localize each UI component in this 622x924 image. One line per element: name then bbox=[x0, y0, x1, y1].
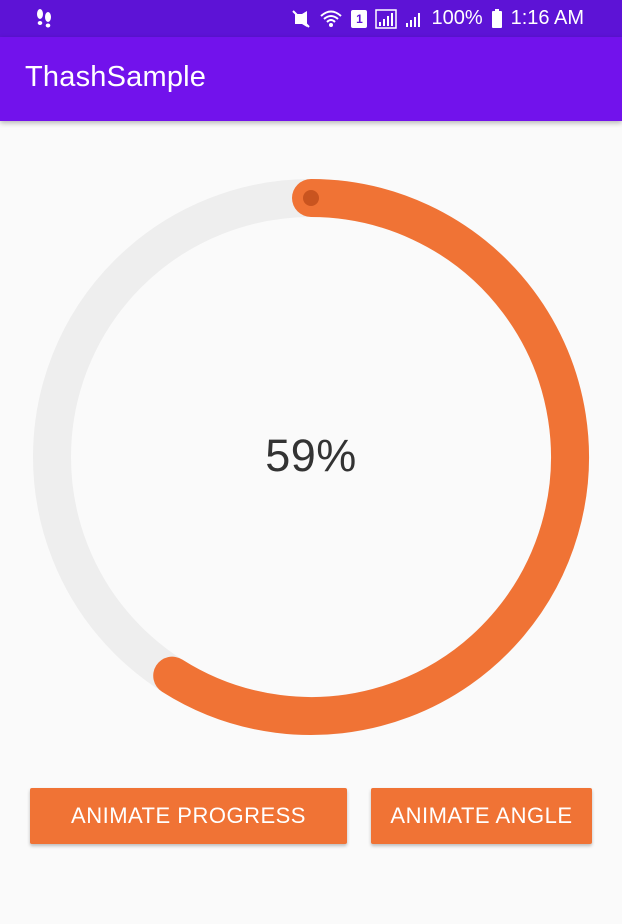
mute-vibrate-icon bbox=[292, 9, 311, 28]
app-bar: ThashSample bbox=[0, 37, 622, 121]
battery-icon bbox=[491, 8, 502, 28]
status-icons: 1 100% 1:16 AM bbox=[291, 0, 584, 37]
animate-progress-button[interactable]: ANIMATE PROGRESS bbox=[30, 788, 347, 844]
page-title: ThashSample bbox=[25, 61, 207, 93]
status-time: 1:16 AM bbox=[510, 7, 584, 29]
footsteps-icon bbox=[37, 9, 51, 28]
status-bar: 1 100% 1:16 AM bbox=[0, 0, 622, 37]
signal-icon bbox=[375, 8, 398, 29]
sim-icon: 1 bbox=[351, 9, 368, 28]
wifi-icon bbox=[320, 10, 343, 27]
signal-icon-2 bbox=[406, 12, 421, 27]
animate-angle-button[interactable]: ANIMATE ANGLE bbox=[371, 788, 592, 844]
progress-thumb[interactable] bbox=[303, 190, 319, 206]
battery-percent: 100% bbox=[431, 7, 483, 29]
progress-percent-label: 59% bbox=[265, 430, 357, 481]
